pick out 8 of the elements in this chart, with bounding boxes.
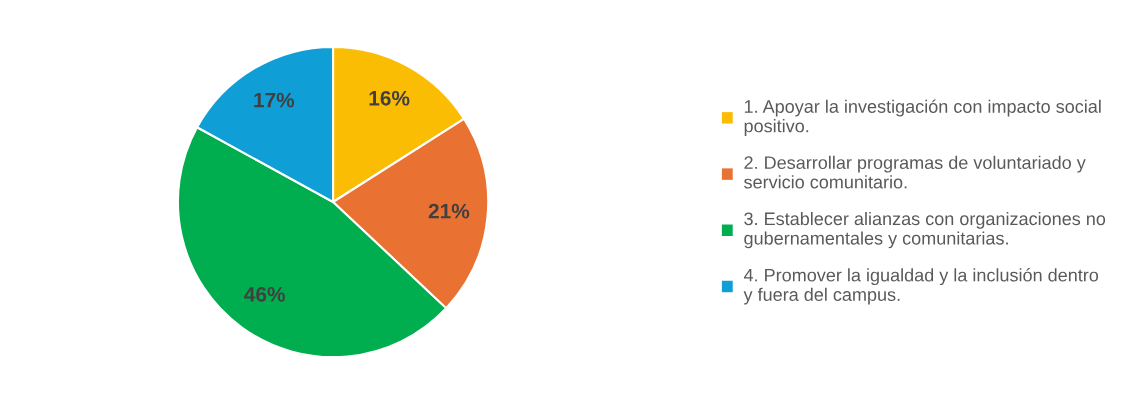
data-label: 16%: [369, 90, 410, 106]
data-label: 46%: [244, 286, 285, 302]
data-label: 21%: [428, 203, 470, 219]
legend-label: 4. Promover la igualdad y la inclusión dentro y fuera del campus.: [743, 268, 1099, 305]
legend-label: 2. Desarrollar programas de voluntariado y servicio comunitario.: [744, 155, 1086, 189]
data-label: 17%: [254, 92, 295, 108]
legend-label: 1. Apoyar la investigación con impacto social positivo.: [744, 99, 1101, 136]
legend-label: 3. Establecer alianzas con organizaciones no gubernamentales y comunitarias.: [744, 211, 1106, 249]
